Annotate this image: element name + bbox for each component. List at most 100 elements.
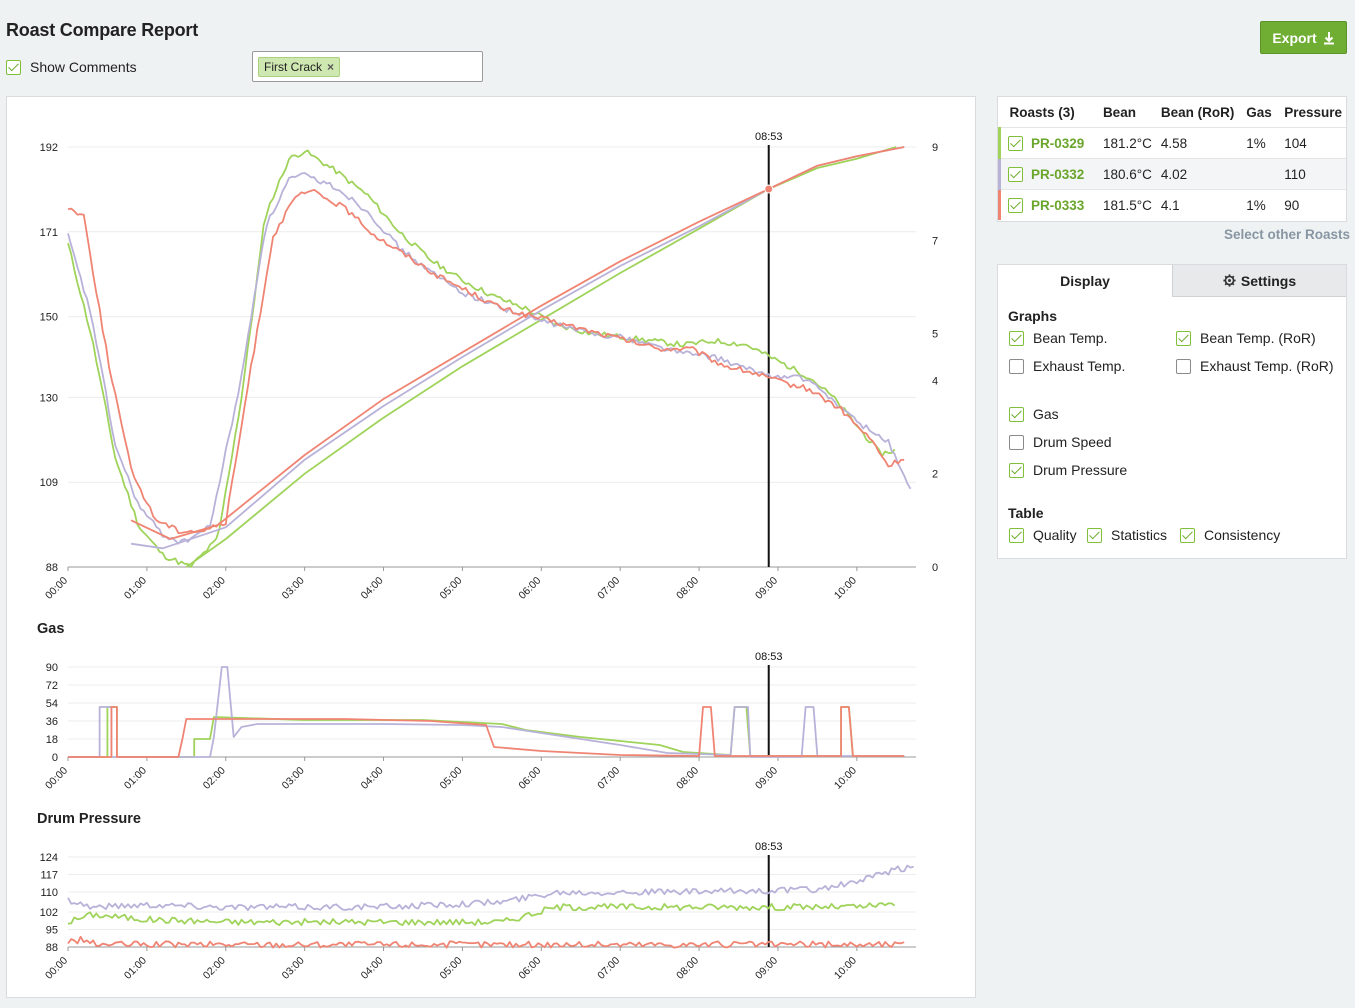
show-comments-checkbox[interactable] <box>6 59 21 75</box>
x-tick-label: 07:00 <box>595 575 622 602</box>
roast-id[interactable]: PR-0332 <box>1031 166 1085 182</box>
table-row[interactable]: PR-0333 181.5°C 4.1 1% 90 <box>997 189 1346 220</box>
checkbox[interactable] <box>1009 358 1024 374</box>
x-tick-label: 01:00 <box>122 575 149 602</box>
pressure-cell: 90 <box>1280 189 1346 220</box>
option-statistics[interactable]: Statistics <box>1087 527 1167 543</box>
option-bean-temp-ror[interactable]: Bean Temp. (RoR) <box>1176 330 1316 346</box>
y-tick-label: 117 <box>40 870 58 882</box>
option-label: Quality <box>1033 527 1077 543</box>
bean-ror-line <box>185 146 897 568</box>
checkbox[interactable] <box>1176 358 1191 374</box>
option-drum-pressure[interactable]: Drum Pressure <box>1009 462 1127 478</box>
pressure-line <box>67 935 905 949</box>
roast-id[interactable]: PR-0329 <box>1031 135 1085 151</box>
y-tick-label: 88 <box>46 942 58 954</box>
gear-icon <box>1223 274 1236 287</box>
x-tick-label: 06:00 <box>516 575 543 602</box>
download-icon <box>1323 31 1334 44</box>
gas-line <box>68 706 905 758</box>
checkbox[interactable] <box>1180 527 1195 543</box>
roast-id-cell[interactable]: PR-0333 <box>997 189 1099 220</box>
y-tick-label: 54 <box>46 698 58 710</box>
time-marker-label: 08:53 <box>755 651 783 663</box>
x-tick-label: 09:00 <box>753 575 780 602</box>
tab-settings-label: Settings <box>1240 272 1297 289</box>
col-pressure: Pressure <box>1284 104 1342 120</box>
roasts-table: Roasts (3) Bean Bean (RoR) Gas Pressure … <box>997 97 1347 220</box>
roast-checkbox[interactable] <box>1008 166 1023 182</box>
option-label: Consistency <box>1204 527 1281 543</box>
x-tick-label: 00:00 <box>43 765 70 792</box>
x-tick-label: 10:00 <box>832 955 859 982</box>
remove-tag-icon[interactable]: × <box>327 60 335 74</box>
roast-id-cell[interactable]: PR-0329 <box>997 127 1099 159</box>
x-tick-label: 01:00 <box>122 765 149 792</box>
export-button[interactable]: Export <box>1260 21 1347 54</box>
option-label: Exhaust Temp. (RoR) <box>1200 358 1334 374</box>
pressure-line <box>67 902 896 927</box>
option-label: Exhaust Temp. <box>1033 358 1126 374</box>
gas-cell <box>1242 158 1281 190</box>
option-exhaust-temp[interactable]: Exhaust Temp. <box>1009 358 1125 374</box>
x-tick-label: 10:00 <box>832 765 859 792</box>
option-label: Bean Temp. (RoR) <box>1200 330 1316 346</box>
option-drum-speed[interactable]: Drum Speed <box>1009 434 1112 450</box>
option-label: Drum Speed <box>1033 434 1112 450</box>
show-comments-toggle[interactable]: Show Comments <box>6 59 137 75</box>
checkbox[interactable] <box>1009 406 1024 422</box>
option-quality[interactable]: Quality <box>1009 527 1077 543</box>
table-row[interactable]: PR-0329 181.2°C 4.58 1% 104 <box>997 127 1346 159</box>
display-panel: Display Settings Graphs Bean Temp. Bean … <box>997 264 1347 559</box>
y2-tick-label: 9 <box>932 142 938 154</box>
x-tick-label: 00:00 <box>43 575 70 602</box>
y-tick-label: 95 <box>46 925 58 937</box>
x-tick-label: 02:00 <box>201 575 228 602</box>
roast-checkbox[interactable] <box>1008 135 1023 151</box>
pressure-line <box>67 864 914 911</box>
option-gas[interactable]: Gas <box>1009 406 1059 422</box>
roasts-panel: Roasts (3) Bean Bean (RoR) Gas Pressure … <box>997 96 1347 222</box>
page-title: Roast Compare Report <box>6 20 199 40</box>
checkbox[interactable] <box>1087 527 1102 543</box>
comment-filter-input[interactable]: First Crack × <box>252 51 483 82</box>
roast-id[interactable]: PR-0333 <box>1031 197 1085 213</box>
col-bean: Bean <box>1102 104 1136 120</box>
checkbox[interactable] <box>1176 330 1191 346</box>
checkbox[interactable] <box>1009 462 1024 478</box>
gas-cell: 1% <box>1242 127 1281 159</box>
roast-checkbox[interactable] <box>1008 197 1023 213</box>
select-other-roasts-link[interactable]: Select other Roasts <box>1224 227 1351 242</box>
pressure-chart-title: Drum Pressure <box>37 811 141 827</box>
filter-tag: First Crack × <box>258 57 341 77</box>
x-tick-label: 04:00 <box>359 765 386 792</box>
x-tick-label: 10:00 <box>832 575 859 602</box>
option-exhaust-temp-ror[interactable]: Exhaust Temp. (RoR) <box>1176 358 1334 374</box>
table-row[interactable]: PR-0332 180.6°C 4.02 110 <box>997 158 1346 190</box>
x-tick-label: 09:00 <box>753 765 780 792</box>
option-label: Bean Temp. <box>1033 330 1108 346</box>
table-heading: Table <box>1008 505 1044 521</box>
gas-chart-title: Gas <box>37 621 64 637</box>
checkbox[interactable] <box>1009 434 1024 450</box>
option-consistency[interactable]: Consistency <box>1180 527 1280 543</box>
tab-settings[interactable]: Settings <box>1172 265 1346 297</box>
y-tick-label: 90 <box>46 662 58 674</box>
ror-cell: 4.02 <box>1156 158 1243 190</box>
y-tick-label: 130 <box>40 392 58 404</box>
bean-cell: 180.6°C <box>1098 158 1157 190</box>
x-tick-label: 06:00 <box>516 955 543 982</box>
checkbox[interactable] <box>1009 527 1024 543</box>
col-roasts: Roasts (3) <box>1009 104 1075 120</box>
gas-cell: 1% <box>1242 189 1281 220</box>
tab-display[interactable]: Display <box>998 265 1172 297</box>
option-bean-temp[interactable]: Bean Temp. <box>1009 330 1107 346</box>
roast-id-cell[interactable]: PR-0332 <box>997 158 1099 190</box>
checkbox[interactable] <box>1009 330 1024 346</box>
y-tick-label: 150 <box>40 312 58 324</box>
x-tick-label: 08:00 <box>674 575 701 602</box>
x-tick-label: 06:00 <box>516 765 543 792</box>
marker-point <box>764 184 774 194</box>
roasts-header-row: Roasts (3) Bean Bean (RoR) Gas Pressure <box>1000 97 1347 128</box>
